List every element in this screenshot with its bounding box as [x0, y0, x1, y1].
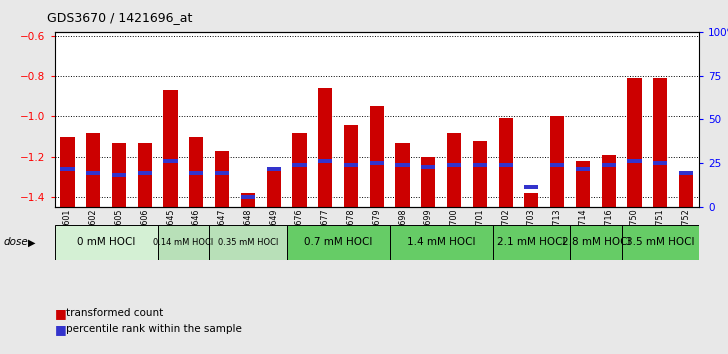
Bar	[158, 225, 209, 260]
Bar	[653, 78, 668, 207]
Bar	[164, 159, 178, 162]
Bar	[215, 151, 229, 207]
Bar	[395, 143, 410, 207]
Bar	[499, 163, 513, 167]
Bar	[164, 90, 178, 207]
Text: 2.8 mM HOCl: 2.8 mM HOCl	[561, 238, 630, 247]
Bar	[395, 163, 410, 167]
Bar	[499, 119, 513, 207]
Bar	[266, 167, 281, 171]
Bar	[576, 161, 590, 207]
Bar	[622, 225, 699, 260]
Bar	[576, 167, 590, 171]
Bar	[524, 185, 539, 189]
Bar	[318, 88, 332, 207]
Text: percentile rank within the sample: percentile rank within the sample	[66, 324, 242, 334]
Bar	[189, 137, 203, 207]
Bar	[287, 225, 389, 260]
Text: transformed count: transformed count	[66, 308, 164, 318]
Bar	[601, 163, 616, 167]
Bar	[293, 163, 306, 167]
Text: ■: ■	[55, 323, 66, 336]
Bar	[679, 171, 693, 175]
Bar	[112, 143, 126, 207]
Text: ■: ■	[55, 307, 66, 320]
Bar	[189, 171, 203, 175]
Bar	[112, 173, 126, 177]
Bar	[86, 171, 100, 175]
Bar	[493, 225, 570, 260]
Bar	[601, 155, 616, 207]
Bar	[86, 132, 100, 207]
Bar	[344, 125, 358, 207]
Bar	[60, 137, 74, 207]
Bar	[447, 163, 461, 167]
Bar	[138, 143, 152, 207]
Text: GDS3670 / 1421696_at: GDS3670 / 1421696_at	[47, 11, 193, 24]
Bar	[389, 225, 493, 260]
Bar	[138, 171, 152, 175]
Text: 2.1 mM HOCl: 2.1 mM HOCl	[497, 238, 566, 247]
Bar	[472, 141, 487, 207]
Bar	[266, 167, 281, 207]
Bar	[241, 195, 255, 199]
Bar	[422, 165, 435, 169]
Bar	[55, 225, 158, 260]
Bar	[679, 171, 693, 207]
Bar	[293, 132, 306, 207]
Bar	[422, 157, 435, 207]
Bar	[628, 78, 641, 207]
Bar	[570, 225, 622, 260]
Text: 0.14 mM HOCl: 0.14 mM HOCl	[154, 238, 213, 247]
Bar	[318, 159, 332, 162]
Text: 3.5 mM HOCl: 3.5 mM HOCl	[626, 238, 695, 247]
Text: 0.7 mM HOCl: 0.7 mM HOCl	[304, 238, 372, 247]
Text: 1.4 mM HOCl: 1.4 mM HOCl	[407, 238, 475, 247]
Text: 0 mM HOCl: 0 mM HOCl	[77, 238, 135, 247]
Bar	[241, 193, 255, 207]
Text: ▶: ▶	[28, 238, 35, 247]
Text: dose: dose	[4, 238, 28, 247]
Bar	[628, 159, 641, 162]
Bar	[344, 163, 358, 167]
Bar	[215, 171, 229, 175]
Bar	[209, 225, 287, 260]
Bar	[370, 107, 384, 207]
Bar	[447, 132, 461, 207]
Bar	[524, 193, 539, 207]
Bar	[550, 163, 564, 167]
Bar	[653, 161, 668, 165]
Bar	[370, 161, 384, 165]
Bar	[60, 167, 74, 171]
Bar	[472, 163, 487, 167]
Bar	[550, 116, 564, 207]
Text: 0.35 mM HOCl: 0.35 mM HOCl	[218, 238, 278, 247]
